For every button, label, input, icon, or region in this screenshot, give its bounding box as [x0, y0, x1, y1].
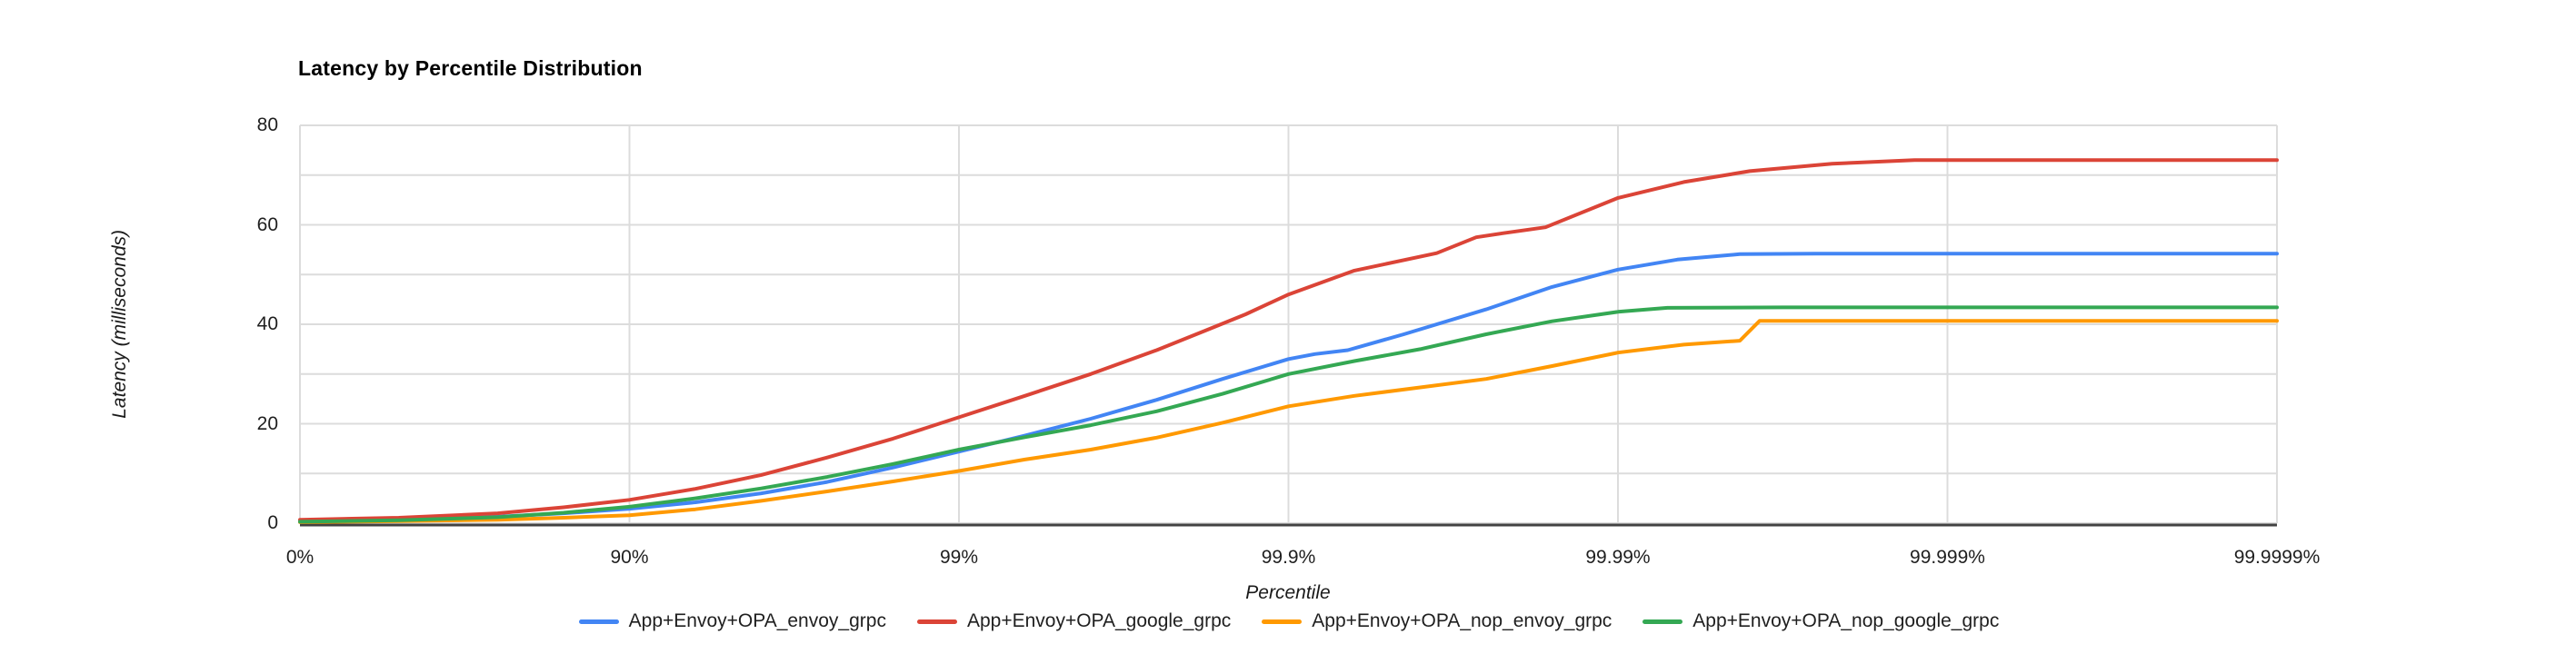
y-tick-label: 60 — [256, 213, 278, 235]
plot-area — [298, 124, 2279, 527]
x-tick-label: 99.999% — [1910, 547, 1985, 568]
legend-line-swatch — [916, 619, 957, 624]
series-line — [298, 158, 2279, 522]
x-tick-label: 99% — [939, 547, 979, 568]
y-tick-label: 40 — [256, 313, 278, 334]
legend-item: App+Envoy+OPA_google_grpc — [916, 610, 1232, 632]
x-tick-label: 99.99% — [1585, 547, 1651, 568]
x-tick-label: 99.9999% — [2233, 547, 2321, 568]
x-tick-label: 0% — [285, 547, 315, 568]
y-tick-label: 0 — [267, 512, 278, 533]
series-line — [298, 252, 2279, 523]
legend-line-swatch — [1642, 619, 1683, 624]
x-tick-label: 90% — [610, 547, 649, 568]
legend-item: App+Envoy+OPA_nop_google_grpc — [1642, 610, 1999, 632]
legend-label: App+Envoy+OPA_google_grpc — [966, 610, 1232, 631]
legend-label: App+Envoy+OPA_nop_envoy_grpc — [1312, 610, 1612, 631]
series-line — [298, 305, 2279, 524]
chart-legend: App+Envoy+OPA_envoy_grpc App+Envoy+OPA_go… — [300, 610, 2278, 632]
legend-line-swatch — [578, 619, 619, 624]
y-tick-label: 80 — [256, 114, 278, 135]
y-tick-label: 20 — [256, 412, 278, 434]
legend-item: App+Envoy+OPA_nop_envoy_grpc — [1262, 610, 1612, 632]
legend-label: App+Envoy+OPA_nop_google_grpc — [1692, 610, 2000, 631]
x-axis-title: Percentile — [1245, 582, 1331, 603]
x-tick-label: 99.9% — [1261, 547, 1316, 568]
legend-label: App+Envoy+OPA_envoy_grpc — [628, 610, 886, 631]
chart-title: Latency by Percentile Distribution — [298, 56, 643, 80]
legend-line-swatch — [1262, 619, 1303, 624]
legend-item: App+Envoy+OPA_envoy_grpc — [578, 610, 886, 632]
series-line — [298, 319, 2279, 524]
